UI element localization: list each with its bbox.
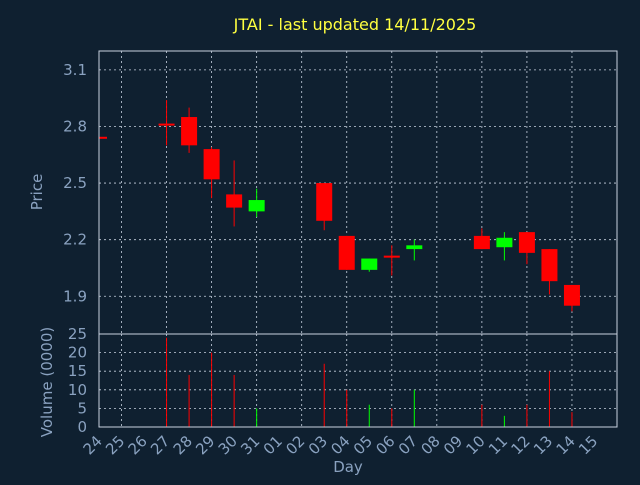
volume-tick-label: 25 xyxy=(68,325,87,343)
volume-panel-frame xyxy=(98,333,618,428)
chart-title: JTAI - last updated 14/11/2025 xyxy=(233,15,477,34)
price-tick-label: 1.9 xyxy=(63,287,87,305)
candle-body xyxy=(361,258,378,270)
price-axis-label: Price xyxy=(28,174,46,211)
x-tick-labels: 2425262728293031010203040506070809101112… xyxy=(80,432,602,458)
candle-body xyxy=(518,232,535,253)
volume-axis-label: Volume (0000) xyxy=(38,327,56,437)
volume-bars xyxy=(166,337,573,427)
candle-body xyxy=(496,237,513,248)
candle-body xyxy=(473,235,490,250)
candles xyxy=(99,100,580,312)
volume-tick-label: 5 xyxy=(77,399,87,417)
price-tick-label: 2.8 xyxy=(63,117,87,135)
candle-body xyxy=(383,255,400,258)
x-tick-label: 15 xyxy=(575,432,601,458)
candle-body xyxy=(248,200,265,212)
x-axis-label: Day xyxy=(333,458,363,476)
volume-grid xyxy=(99,334,617,427)
price-tick-label: 2.5 xyxy=(63,174,87,192)
candle-body xyxy=(541,249,558,282)
volume-tick-label: 15 xyxy=(68,362,87,380)
price-tick-label: 3.1 xyxy=(63,61,87,79)
candle-body xyxy=(181,117,198,146)
candle-body xyxy=(563,284,580,306)
candle-body xyxy=(338,235,355,270)
candle-body xyxy=(226,194,243,208)
volume-tick-label: 20 xyxy=(68,344,87,362)
price-tick-label: 2.2 xyxy=(63,231,87,249)
candle-body xyxy=(158,123,175,126)
candle-body xyxy=(406,245,423,250)
volume-tick-label: 0 xyxy=(77,418,87,436)
price-y-tick-labels: 1.9 2.2 2.5 2.8 3.1 xyxy=(63,61,87,305)
candle-body xyxy=(316,183,333,221)
candle-body xyxy=(99,136,107,139)
candle-body xyxy=(203,149,220,180)
price-panel-frame xyxy=(98,50,618,335)
price-grid xyxy=(99,51,617,334)
volume-tick-label: 10 xyxy=(68,381,87,399)
